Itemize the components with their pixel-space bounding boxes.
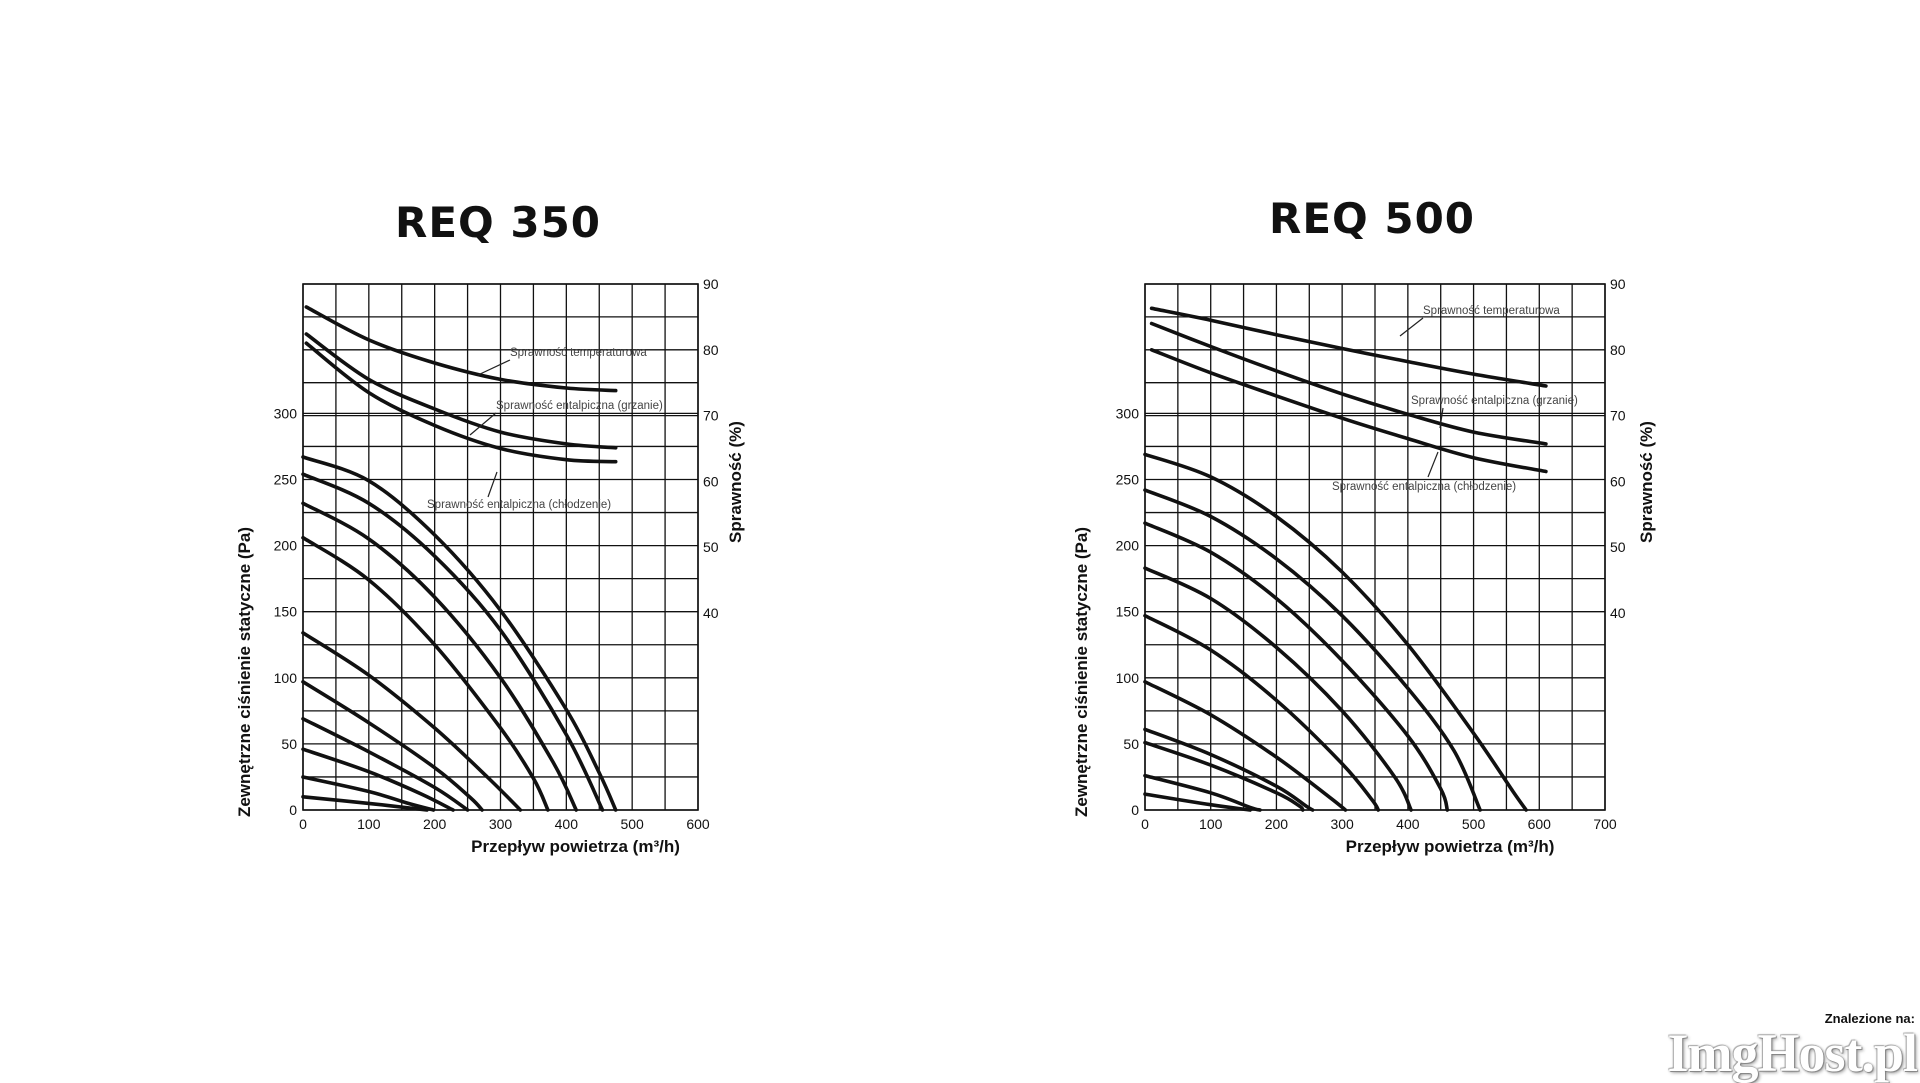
efficiency-curve [1149,348,1548,474]
pressure-curve [1143,488,1482,812]
efficiency-curve-label: Sprawność entalpiczna (grzanie) [496,400,663,412]
efficiency-curve-label: Sprawność entalpiczna (chłodzenie) [427,499,611,511]
x-tick-label: 100 [357,816,381,832]
y-tick-label: 300 [1116,405,1140,421]
annotation-leader [477,359,511,376]
chart-req-350: 0 100 200 300 400 500 600 0 50 100 150 200 250 300 40 5… [235,276,745,856]
pressure-curve [1143,740,1305,812]
watermark-caption: Znalezione na: [1824,1011,1915,1026]
y-tick-label: 0 [1131,802,1139,818]
pressure-curve [301,472,605,812]
y2-tick-label: 40 [1610,605,1626,621]
efficiency-curve [1149,321,1548,446]
pressure-curve [1143,613,1381,812]
y-tick-label: 250 [274,472,298,488]
x-tick-label: 400 [1396,816,1420,832]
pressure-curve [301,680,484,812]
y-axis-title: Zewnętrzne ciśnienie statyczne (Pa) [1072,527,1091,817]
x-tick-label: 0 [299,816,307,832]
y2-tick-label: 70 [1610,408,1626,424]
y2-tick-label: 50 [1610,539,1626,555]
efficiency-curve [304,332,618,450]
annotation-leader [1399,317,1424,337]
x-tick-label: 0 [1141,816,1149,832]
y-tick-label: 250 [1116,472,1140,488]
annotation-leader [487,471,498,498]
annotation-leader [469,412,497,436]
efficiency-curve [1149,306,1548,388]
y2-tick-label: 50 [703,539,719,555]
y-axis-title: Zewnętrzne ciśnienie statyczne (Pa) [235,527,254,817]
chart-title-req500: REQ 500 [1268,194,1476,243]
x-tick-label: 200 [1265,816,1289,832]
efficiency-curve [304,305,618,393]
y-tick-label: 200 [1116,538,1140,554]
y-tick-label: 150 [1116,604,1140,620]
y-tick-label: 100 [1116,670,1140,686]
pressure-curve [301,717,470,812]
y-tick-label: 100 [274,670,298,686]
x-axis-title: Przepływ powietrza (m³/h) [471,837,680,856]
x-tick-label: 500 [620,816,644,832]
y-tick-label: 50 [1123,736,1139,752]
efficiency-curve-label: Sprawność temperaturowa [1423,305,1560,317]
efficiency-curve-label: Sprawność entalpiczna (grzanie) [1411,395,1578,407]
y2-tick-label: 60 [1610,473,1626,489]
pressure-curve [1143,452,1528,812]
annotation-leader [1427,451,1439,478]
y-tick-label: 150 [274,604,298,620]
efficiency-curve [304,341,618,464]
y-tick-label: 300 [274,405,298,421]
y2-tick-label: 90 [1610,276,1626,292]
pressure-curve [1143,727,1315,812]
pressure-curve [1143,773,1262,812]
x-tick-label: 500 [1462,816,1486,832]
x-tick-label: 600 [1528,816,1552,832]
x-tick-label: 100 [1199,816,1223,832]
pressure-curve [301,775,436,812]
chart-req-500: 0 100 200 300 400 500 600 700 0 50 100 150 200 250 300… [1072,276,1656,856]
pressure-curve [301,795,429,812]
watermark-logo: ImgHost.pl [1667,1023,1918,1083]
annotation-leader [1439,407,1444,429]
pressure-curve [301,747,455,812]
pressure-curve [1143,521,1450,812]
efficiency-curve-label: Sprawność entalpiczna (chłodzenie) [1332,481,1516,493]
pressure-curve [1143,680,1348,812]
y2-tick-label: 70 [703,408,719,424]
plot-frame [1144,283,1606,811]
x-tick-label: 600 [686,816,710,832]
y2-axis-title: Sprawność (%) [726,421,745,543]
x-axis-title: Przepływ powietrza (m³/h) [1346,837,1555,856]
y2-tick-label: 80 [1610,342,1626,358]
pressure-curve [1143,566,1413,812]
watermark: Znalezione na: ImgHost.pl [1667,1011,1918,1083]
y2-tick-label: 60 [703,473,719,489]
x-tick-label: 200 [423,816,447,832]
y2-axis-title: Sprawność (%) [1637,421,1656,543]
pressure-curve [301,631,523,812]
y2-tick-label: 80 [703,342,719,358]
efficiency-curve-label: Sprawność temperaturowa [510,347,647,359]
y2-tick-label: 40 [703,605,719,621]
pressure-curve [301,455,618,812]
y-tick-label: 200 [274,538,298,554]
x-tick-label: 300 [1330,816,1354,832]
y-tick-label: 50 [281,736,297,752]
x-tick-label: 700 [1593,816,1617,832]
chart-title-req350: REQ 350 [394,198,602,247]
pressure-curve [301,501,578,812]
y2-tick-label: 90 [703,276,719,292]
pressure-curve [1143,792,1252,812]
plot-frame [302,283,699,811]
x-tick-label: 400 [555,816,579,832]
y-tick-label: 0 [289,802,297,818]
pressure-curve [301,535,550,812]
x-tick-label: 300 [489,816,513,832]
